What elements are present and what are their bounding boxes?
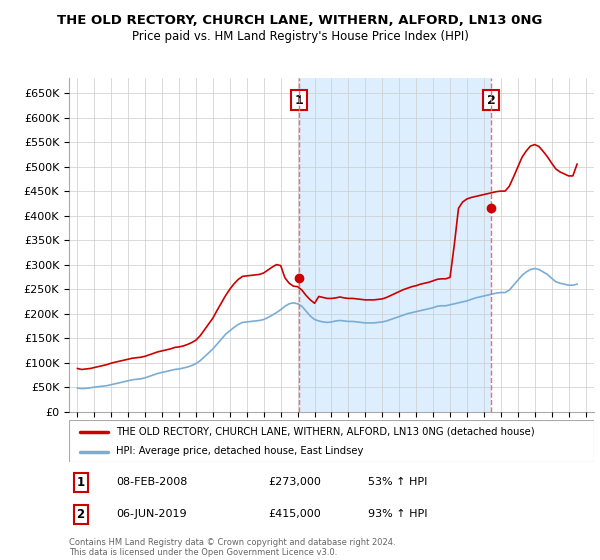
Text: THE OLD RECTORY, CHURCH LANE, WITHERN, ALFORD, LN13 0NG: THE OLD RECTORY, CHURCH LANE, WITHERN, A… xyxy=(58,14,542,27)
Text: £273,000: £273,000 xyxy=(269,477,322,487)
Text: HPI: Average price, detached house, East Lindsey: HPI: Average price, detached house, East… xyxy=(116,446,364,456)
Bar xyxy=(299,78,491,412)
Text: THE OLD RECTORY, CHURCH LANE, WITHERN, ALFORD, LN13 0NG (detached house): THE OLD RECTORY, CHURCH LANE, WITHERN, A… xyxy=(116,427,535,437)
Text: 1: 1 xyxy=(76,475,85,489)
Text: 53% ↑ HPI: 53% ↑ HPI xyxy=(368,477,428,487)
Text: Contains HM Land Registry data © Crown copyright and database right 2024.
This d: Contains HM Land Registry data © Crown c… xyxy=(69,538,395,557)
Text: 06-JUN-2019: 06-JUN-2019 xyxy=(116,509,187,519)
Text: £415,000: £415,000 xyxy=(269,509,321,519)
Text: 93% ↑ HPI: 93% ↑ HPI xyxy=(368,509,428,519)
Text: 2: 2 xyxy=(76,507,85,521)
Text: 08-FEB-2008: 08-FEB-2008 xyxy=(116,477,188,487)
Text: 2: 2 xyxy=(487,94,496,106)
Text: Price paid vs. HM Land Registry's House Price Index (HPI): Price paid vs. HM Land Registry's House … xyxy=(131,30,469,43)
Text: 1: 1 xyxy=(295,94,304,106)
